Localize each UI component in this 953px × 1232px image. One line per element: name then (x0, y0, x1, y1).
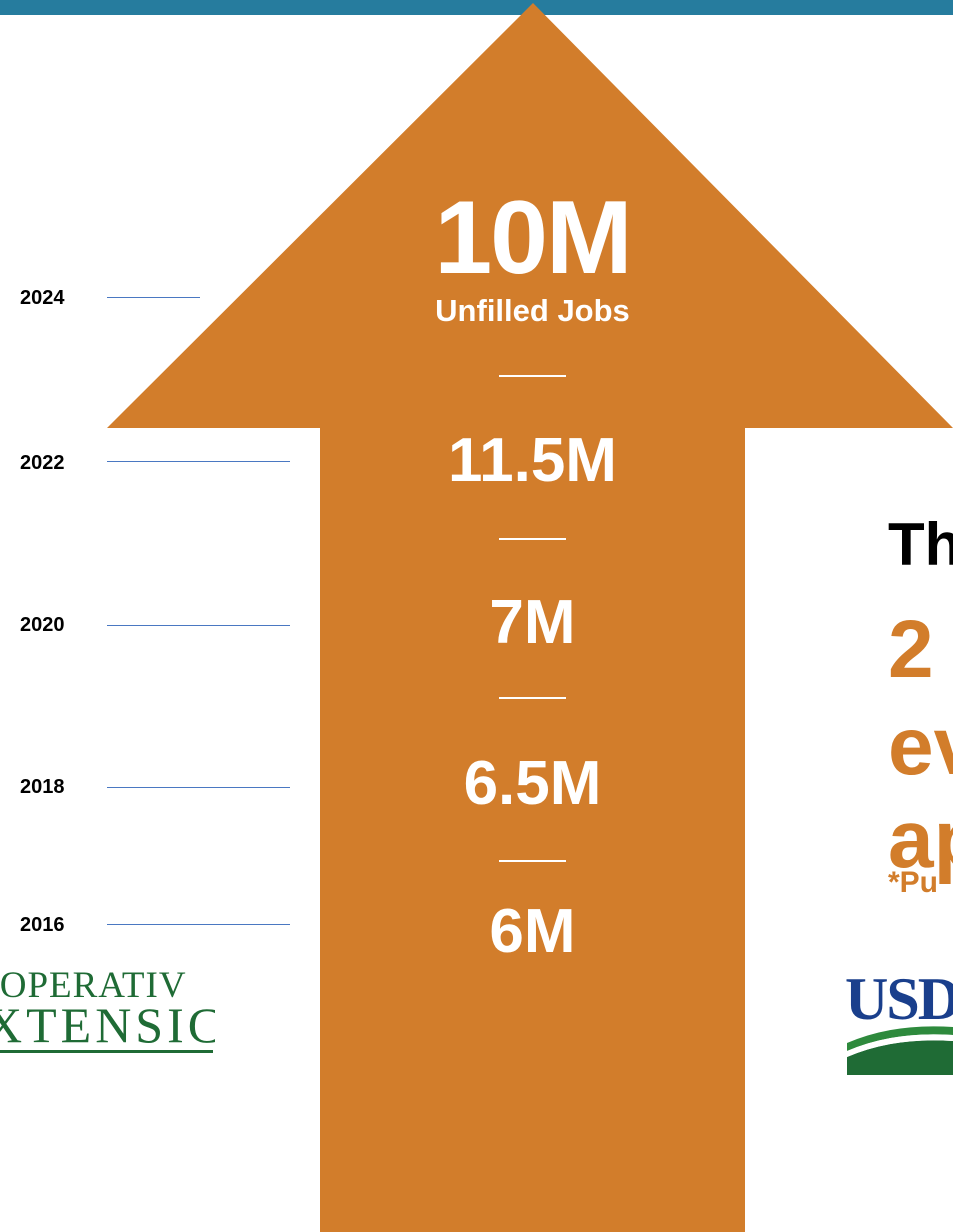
right-accent-text-3: ap (888, 794, 953, 885)
coop-logo-line2: XTENSIC (0, 997, 215, 1053)
right-footnote: *Pu (888, 866, 939, 899)
usda-logo: USD (843, 965, 953, 1075)
separator-1 (499, 375, 566, 377)
usda-logo-swoosh (847, 1026, 953, 1075)
headline-value: 10M (434, 180, 632, 296)
coop-logo-line1: OOPERATIV (0, 965, 187, 1006)
usda-logo-letters: USD (845, 966, 953, 1032)
separator-3 (499, 697, 566, 699)
year-label-2022: 2022 (20, 452, 65, 474)
right-heading-text: Th (888, 511, 953, 578)
year-label-2024: 2024 (20, 287, 65, 309)
cooperative-extension-logo: OOPERATIV XTENSIC (0, 962, 215, 1054)
tick-line-2022 (107, 461, 290, 462)
right-accent-text-2: ev (888, 701, 953, 792)
tick-line-2016 (107, 924, 290, 925)
separator-4 (499, 860, 566, 862)
tick-line-2024 (107, 297, 200, 298)
separator-2 (499, 538, 566, 540)
year-label-2016: 2016 (20, 914, 65, 936)
year-label-2020: 2020 (20, 614, 65, 636)
value-2022: 11.5M (448, 426, 617, 495)
value-2018: 6.5M (463, 749, 602, 818)
top-banner-bar (0, 0, 953, 15)
year-label-2018: 2018 (20, 776, 65, 798)
headline-caption: Unfilled Jobs (435, 293, 630, 328)
value-2016: 6M (489, 897, 576, 966)
right-accent-text-1: 2 (888, 604, 934, 695)
value-2020: 7M (489, 588, 576, 657)
tick-line-2020 (107, 625, 290, 626)
tick-line-2018 (107, 787, 290, 788)
coop-logo-rule (0, 1050, 213, 1053)
arrow-shape (107, 3, 953, 1232)
